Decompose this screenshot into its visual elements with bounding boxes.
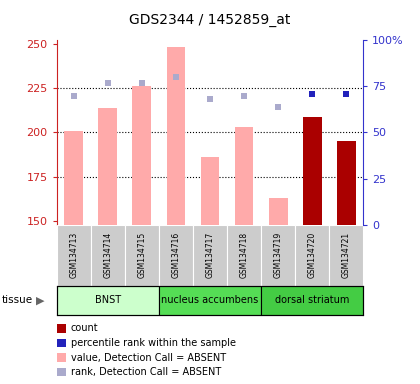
Bar bbox=[57, 286, 159, 315]
Text: BNST: BNST bbox=[95, 295, 121, 306]
Text: GSM134716: GSM134716 bbox=[171, 232, 181, 278]
Bar bbox=[159, 225, 193, 286]
Text: GSM134721: GSM134721 bbox=[342, 232, 351, 278]
Text: dorsal striatum: dorsal striatum bbox=[275, 295, 349, 306]
Text: GSM134717: GSM134717 bbox=[205, 232, 215, 278]
Text: value, Detection Call = ABSENT: value, Detection Call = ABSENT bbox=[71, 353, 226, 362]
Text: rank, Detection Call = ABSENT: rank, Detection Call = ABSENT bbox=[71, 367, 221, 377]
Bar bbox=[132, 86, 151, 225]
Text: GDS2344 / 1452859_at: GDS2344 / 1452859_at bbox=[129, 13, 291, 27]
Text: nucleus accumbens: nucleus accumbens bbox=[161, 295, 259, 306]
Text: count: count bbox=[71, 323, 99, 333]
Bar bbox=[193, 225, 227, 286]
Bar bbox=[125, 225, 159, 286]
Bar bbox=[337, 141, 356, 225]
Text: GSM134715: GSM134715 bbox=[137, 232, 146, 278]
Text: ▶: ▶ bbox=[36, 295, 44, 306]
Bar bbox=[57, 225, 91, 286]
Text: GSM134719: GSM134719 bbox=[274, 232, 283, 278]
Text: GSM134718: GSM134718 bbox=[239, 232, 249, 278]
Bar bbox=[64, 131, 83, 225]
Bar bbox=[269, 198, 288, 225]
Bar bbox=[98, 108, 117, 225]
Bar bbox=[201, 157, 219, 225]
Text: tissue: tissue bbox=[2, 295, 33, 306]
Bar bbox=[159, 286, 261, 315]
Bar bbox=[235, 127, 253, 225]
Text: GSM134720: GSM134720 bbox=[308, 232, 317, 278]
Bar bbox=[167, 47, 185, 225]
Bar bbox=[91, 225, 125, 286]
Text: percentile rank within the sample: percentile rank within the sample bbox=[71, 338, 236, 348]
Text: GSM134713: GSM134713 bbox=[69, 232, 78, 278]
Bar bbox=[329, 225, 363, 286]
Text: GSM134714: GSM134714 bbox=[103, 232, 112, 278]
Bar bbox=[261, 225, 295, 286]
Bar bbox=[261, 286, 363, 315]
Bar bbox=[295, 225, 329, 286]
Bar bbox=[303, 116, 322, 225]
Bar bbox=[227, 225, 261, 286]
